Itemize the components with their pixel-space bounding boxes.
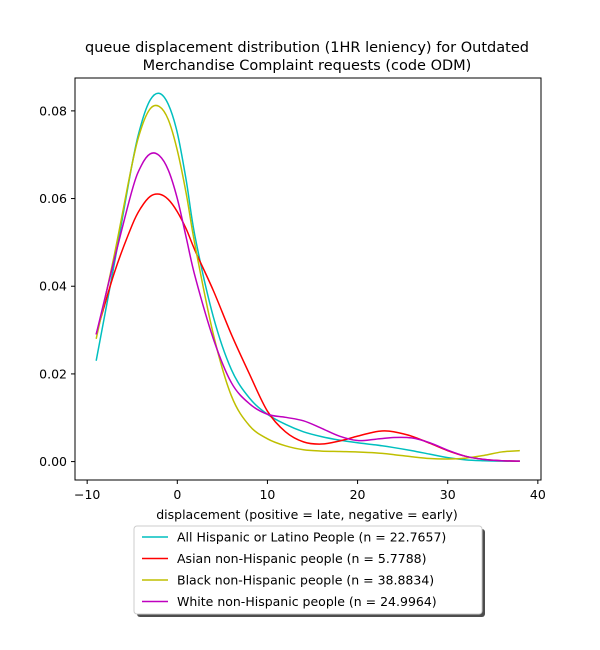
plot-frame: [74, 77, 542, 481]
series-line-3: [95, 152, 520, 462]
legend-label-2: Black non-Hispanic people (n = 38.8834): [177, 573, 434, 588]
x-tick-label: 10: [259, 487, 275, 502]
x-tick-label: −10: [74, 487, 100, 502]
series-layer: [95, 92, 520, 462]
series-line-0: [95, 92, 520, 462]
chart-title-line-2: Merchandise Complaint requests (code ODM…: [143, 58, 472, 74]
x-tick-label: 40: [530, 487, 546, 502]
legend: All Hispanic or Latino People (n = 22.76…: [133, 525, 485, 617]
legend-label-0: All Hispanic or Latino People (n = 22.76…: [177, 530, 446, 545]
y-tick-label: 0.02: [39, 366, 67, 381]
y-tick-label: 0.00: [39, 454, 67, 469]
x-tick-label: 30: [440, 487, 456, 502]
y-tick-label: 0.06: [39, 191, 67, 206]
x-axis-label: displacement (positive = late, negative …: [156, 507, 458, 522]
x-tick-label: 20: [350, 487, 366, 502]
chart-title: queue displacement distribution (1HR len…: [85, 40, 529, 74]
y-tick-label: 0.04: [39, 279, 67, 294]
x-tick-label: 0: [173, 487, 181, 502]
legend-items: All Hispanic or Latino People (n = 22.76…: [142, 530, 446, 609]
legend-box: [133, 525, 483, 615]
legend-label-3: White non-Hispanic people (n = 24.9964): [177, 594, 437, 609]
series-line-1: [95, 193, 520, 462]
y-tick-label: 0.08: [39, 103, 67, 118]
chart-title-line-1: queue displacement distribution (1HR len…: [85, 40, 529, 56]
series-line-2: [95, 104, 520, 460]
y-axis-ticks: 0.00 0.02 0.04 0.06 0.08: [39, 103, 75, 469]
x-axis-ticks: −10 0 10 20 30 40: [74, 480, 546, 502]
legend-label-1: Asian non-Hispanic people (n = 5.7788): [177, 551, 427, 566]
